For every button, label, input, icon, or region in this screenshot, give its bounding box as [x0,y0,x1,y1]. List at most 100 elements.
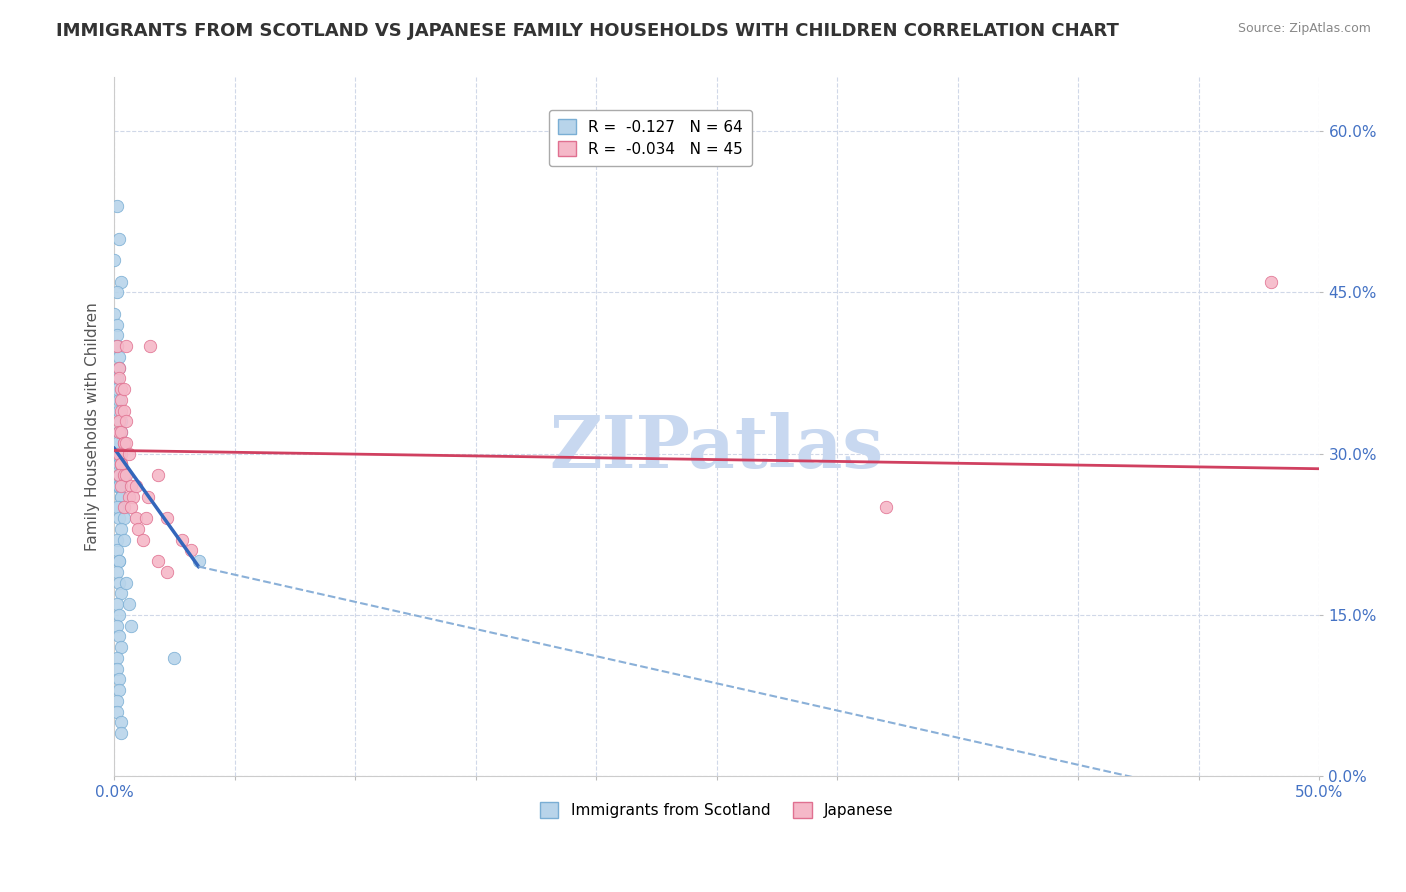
Legend: Immigrants from Scotland, Japanese: Immigrants from Scotland, Japanese [534,797,900,824]
Point [108,683,131,698]
Point [110,640,132,655]
Point [112,500,135,515]
Text: Source: ZipAtlas.com: Source: ZipAtlas.com [1237,22,1371,36]
Point [110,479,132,493]
Point [187,554,209,568]
Point [108,468,131,483]
Point [156,565,179,579]
Text: ZIPatlas: ZIPatlas [550,412,884,483]
Point [105,694,128,708]
Point [105,565,128,579]
Point [108,575,131,590]
Text: IMMIGRANTS FROM SCOTLAND VS JAPANESE FAMILY HOUSEHOLDS WITH CHILDREN CORRELATION: IMMIGRANTS FROM SCOTLAND VS JAPANESE FAM… [56,22,1119,40]
Point [103,253,125,268]
Point [108,554,131,568]
Point [112,468,135,483]
Point [115,339,138,353]
Point [112,382,135,396]
Point [875,500,897,515]
Point [108,392,131,407]
Point [108,554,131,568]
Point [105,382,128,396]
Y-axis label: Family Households with Children: Family Households with Children [86,302,100,551]
Point [105,447,128,461]
Point [146,468,169,483]
Point [170,533,193,547]
Point [105,199,128,213]
Point [118,597,141,611]
Point [122,490,145,504]
Point [120,500,142,515]
Point [110,522,132,536]
Point [108,360,131,375]
Point [108,607,131,622]
Point [115,414,138,428]
Point [112,468,135,483]
Point [110,403,132,417]
Point [105,339,128,353]
Point [105,597,128,611]
Point [108,629,131,643]
Point [108,479,131,493]
Point [120,618,142,632]
Point [108,425,131,440]
Point [105,651,128,665]
Point [105,328,128,343]
Point [127,522,149,536]
Point [110,447,132,461]
Point [110,490,132,504]
Point [105,500,128,515]
Point [163,651,186,665]
Point [110,436,132,450]
Point [112,436,135,450]
Point [105,285,128,300]
Point [139,339,162,353]
Point [105,479,128,493]
Point [110,586,132,600]
Point [108,458,131,472]
Point [105,447,128,461]
Point [108,447,131,461]
Point [110,715,132,730]
Point [105,318,128,332]
Point [103,307,125,321]
Point [108,468,131,483]
Point [125,511,148,525]
Point [112,511,135,525]
Point [108,425,131,440]
Point [108,360,131,375]
Point [156,511,179,525]
Point [108,673,131,687]
Point [118,447,141,461]
Point [120,479,142,493]
Point [112,436,135,450]
Point [110,490,132,504]
Point [108,414,131,428]
Point [135,511,157,525]
Point [108,371,131,385]
Point [115,468,138,483]
Point [110,382,132,396]
Point [105,662,128,676]
Point [110,726,132,740]
Point [110,458,132,472]
Point [110,425,132,440]
Point [110,468,132,483]
Point [180,543,202,558]
Point [110,392,132,407]
Point [110,275,132,289]
Point [125,479,148,493]
Point [108,447,131,461]
Point [108,350,131,364]
Point [105,436,128,450]
Point [108,500,131,515]
Point [146,554,169,568]
Point [110,458,132,472]
Point [108,232,131,246]
Point [112,403,135,417]
Point [1260,275,1282,289]
Point [105,543,128,558]
Point [105,533,128,547]
Point [110,425,132,440]
Point [108,479,131,493]
